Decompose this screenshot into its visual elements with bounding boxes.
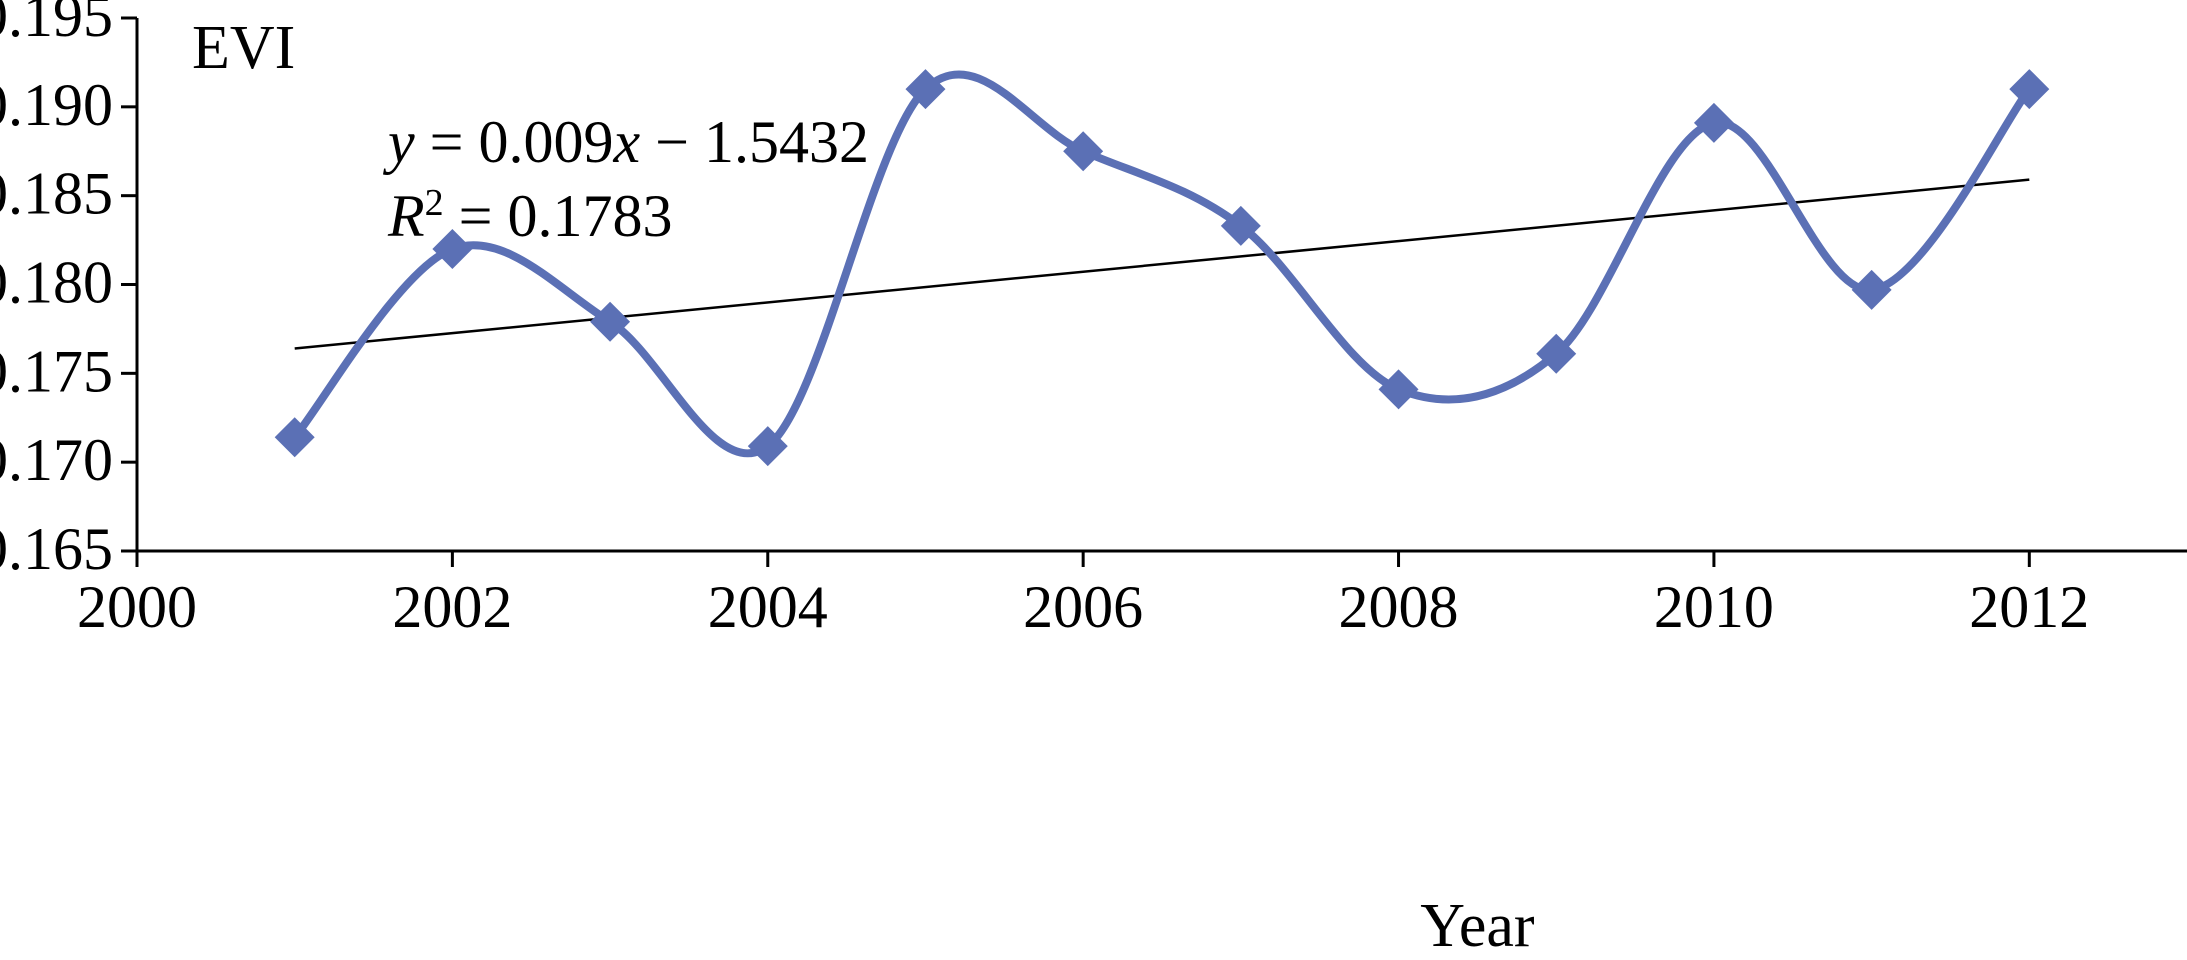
- x-tick-label: 2010: [1654, 574, 1774, 640]
- data-point-marker: [432, 228, 473, 269]
- data-point-marker: [905, 69, 946, 110]
- y-axis-ticks: 0.165 0.170 0.175 0.180 0.185 0.190 0.195: [0, 0, 137, 582]
- x-axis-title: Year: [1420, 892, 1535, 960]
- x-tick-label: 2012: [1969, 574, 2089, 640]
- x-axis: 2000 2002 2004 2006 2008 2010 2012: [77, 549, 2187, 640]
- data-point-marker: [1378, 369, 1419, 410]
- data-point-marker: [274, 417, 315, 458]
- r-symbol: R: [387, 183, 425, 249]
- trend-line: [294, 178, 2030, 350]
- equation-slope: = 0.009: [415, 109, 614, 175]
- x-tick-label: 2000: [77, 574, 197, 640]
- y-tick-label: 0.190: [0, 72, 113, 138]
- y-tick-label: 0.195: [0, 0, 113, 49]
- y-tick-label: 0.165: [0, 516, 113, 582]
- data-point-marker: [1536, 333, 1577, 374]
- r-squared-value: = 0.1783: [444, 183, 673, 249]
- x-tick-label: 2006: [1023, 574, 1143, 640]
- data-point-marker: [1851, 269, 1892, 310]
- evi-series-markers: [274, 69, 2050, 467]
- regression-equation-line: y = 0.009x − 1.5432: [382, 109, 869, 175]
- equation-y-symbol: y: [382, 109, 415, 175]
- r-superscript: 2: [425, 182, 444, 224]
- regression-equation: y = 0.009x − 1.5432 R2 = 0.1783: [382, 109, 869, 249]
- data-point-marker: [1220, 205, 1261, 246]
- data-point-marker: [747, 426, 788, 467]
- x-tick-label: 2002: [392, 574, 512, 640]
- y-tick-label: 0.175: [0, 338, 113, 404]
- x-tick-label: 2004: [708, 574, 828, 640]
- y-tick-label: 0.170: [0, 427, 113, 493]
- y-axis: 0.165 0.170 0.175 0.180 0.185 0.190 0.195: [0, 0, 139, 582]
- equation-intercept: − 1.5432: [640, 109, 869, 175]
- equation-x-symbol: x: [612, 109, 640, 175]
- data-point-marker: [2009, 69, 2050, 110]
- y-tick-label: 0.180: [0, 250, 113, 316]
- y-tick-label: 0.185: [0, 161, 113, 227]
- data-point-marker: [1693, 102, 1734, 143]
- data-point-marker: [590, 301, 631, 342]
- data-point-marker: [1063, 131, 1104, 172]
- panel-label: EVI: [192, 14, 295, 82]
- r-squared-label: R2 = 0.1783: [387, 182, 673, 249]
- x-tick-label: 2008: [1339, 574, 1459, 640]
- x-axis-ticks: 2000 2002 2004 2006 2008 2010 2012: [77, 551, 2089, 640]
